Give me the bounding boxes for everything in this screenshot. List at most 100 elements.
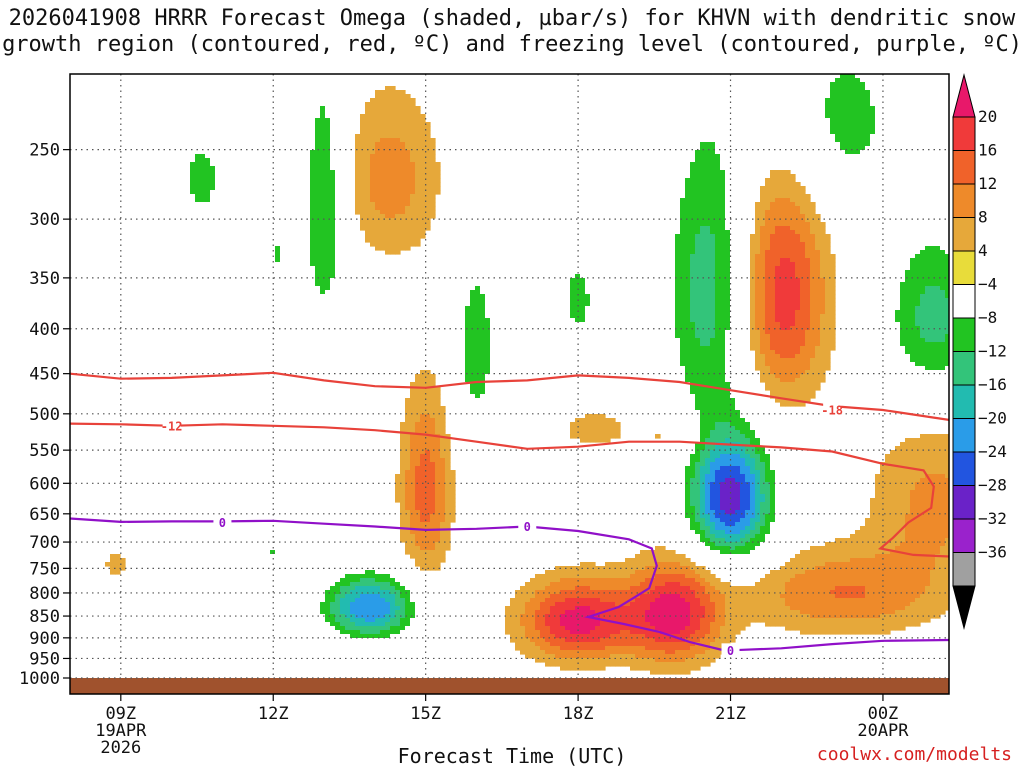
omega-cell bbox=[530, 622, 536, 627]
omega-cell bbox=[660, 634, 666, 639]
omega-cell bbox=[425, 462, 431, 467]
omega-cell bbox=[670, 198, 676, 203]
omega-cell bbox=[595, 614, 601, 619]
omega-cell bbox=[440, 502, 446, 507]
omega-cell bbox=[420, 538, 426, 543]
omega-cell bbox=[655, 434, 661, 439]
omega-cell bbox=[200, 170, 206, 175]
omega-cell bbox=[675, 494, 681, 499]
omega-cell bbox=[570, 654, 576, 659]
omega-cell bbox=[305, 286, 311, 291]
omega-cell bbox=[700, 322, 706, 327]
omega-cell bbox=[625, 594, 631, 599]
omega-cell bbox=[360, 562, 366, 567]
omega-cell bbox=[130, 254, 136, 259]
omega-cell bbox=[460, 346, 466, 351]
omega-cell bbox=[465, 362, 471, 367]
omega-cell bbox=[565, 298, 571, 303]
omega-cell bbox=[465, 374, 471, 379]
omega-cell bbox=[660, 298, 666, 303]
omega-cell bbox=[190, 210, 196, 215]
omega-cell bbox=[335, 130, 341, 135]
omega-cell bbox=[340, 234, 346, 239]
omega-cell bbox=[410, 626, 416, 631]
omega-cell bbox=[335, 270, 341, 275]
omega-cell bbox=[685, 270, 691, 275]
omega-cell bbox=[385, 126, 391, 131]
omega-cell bbox=[385, 610, 391, 615]
omega-cell bbox=[185, 190, 191, 195]
omega-cell bbox=[580, 238, 586, 243]
omega-cell bbox=[625, 634, 631, 639]
omega-cell bbox=[195, 206, 201, 211]
omega-cell bbox=[580, 246, 586, 251]
omega-cell bbox=[375, 158, 381, 163]
omega-cell bbox=[195, 234, 201, 239]
omega-cell bbox=[390, 158, 396, 163]
omega-cell bbox=[535, 626, 541, 631]
omega-cell bbox=[595, 578, 601, 583]
omega-cell bbox=[495, 354, 501, 359]
omega-cell bbox=[270, 230, 276, 235]
omega-cell bbox=[415, 494, 421, 499]
omega-cell bbox=[595, 310, 601, 315]
omega-cell bbox=[660, 342, 666, 347]
omega-cell bbox=[305, 294, 311, 299]
omega-cell bbox=[670, 310, 676, 315]
omega-cell bbox=[590, 634, 596, 639]
omega-cell bbox=[325, 330, 331, 335]
omega-cell bbox=[555, 322, 561, 327]
omega-cell bbox=[595, 602, 601, 607]
omega-cell bbox=[690, 626, 696, 631]
omega-cell bbox=[435, 162, 441, 167]
omega-cell bbox=[315, 114, 321, 119]
omega-cell bbox=[670, 370, 676, 375]
omega-cell bbox=[280, 558, 286, 563]
omega-cell bbox=[555, 614, 561, 619]
omega-cell bbox=[390, 634, 396, 639]
omega-cell bbox=[675, 586, 681, 591]
omega-cell bbox=[175, 190, 181, 195]
omega-cell bbox=[665, 262, 671, 267]
omega-cell bbox=[260, 542, 266, 547]
omega-cell bbox=[700, 282, 706, 287]
omega-cell bbox=[575, 258, 581, 263]
omega-cell bbox=[355, 562, 361, 567]
omega-cell bbox=[310, 182, 316, 187]
omega-cell bbox=[695, 618, 701, 623]
omega-cell bbox=[700, 342, 706, 347]
omega-cell bbox=[425, 174, 431, 179]
omega-cell bbox=[670, 338, 676, 343]
omega-cell bbox=[180, 142, 186, 147]
omega-cell bbox=[320, 590, 326, 595]
omega-cell bbox=[625, 570, 631, 575]
omega-cell bbox=[475, 426, 481, 431]
omega-cell bbox=[405, 186, 411, 191]
omega-cell bbox=[325, 182, 331, 187]
omega-cell bbox=[670, 386, 676, 391]
omega-cell bbox=[405, 598, 411, 603]
omega-cell bbox=[400, 170, 406, 175]
omega-cell bbox=[690, 386, 696, 391]
omega-cell bbox=[575, 230, 581, 235]
omega-cell bbox=[420, 522, 426, 527]
omega-cell bbox=[675, 194, 681, 199]
omega-cell bbox=[575, 658, 581, 663]
omega-cell bbox=[130, 258, 136, 263]
omega-cell bbox=[685, 254, 691, 259]
omega-cell bbox=[320, 258, 326, 263]
omega-cell bbox=[310, 198, 316, 203]
omega-cell bbox=[135, 190, 141, 195]
omega-cell bbox=[335, 278, 341, 283]
omega-cell bbox=[305, 194, 311, 199]
omega-cell bbox=[230, 158, 236, 163]
omega-cell bbox=[690, 538, 696, 543]
omega-cell bbox=[675, 110, 681, 115]
omega-cell bbox=[420, 498, 426, 503]
omega-cell bbox=[475, 298, 481, 303]
omega-cell bbox=[410, 510, 416, 515]
omega-cell bbox=[445, 518, 451, 523]
omega-cell bbox=[480, 430, 486, 435]
omega-cell bbox=[335, 606, 341, 611]
omega-cell bbox=[190, 190, 196, 195]
